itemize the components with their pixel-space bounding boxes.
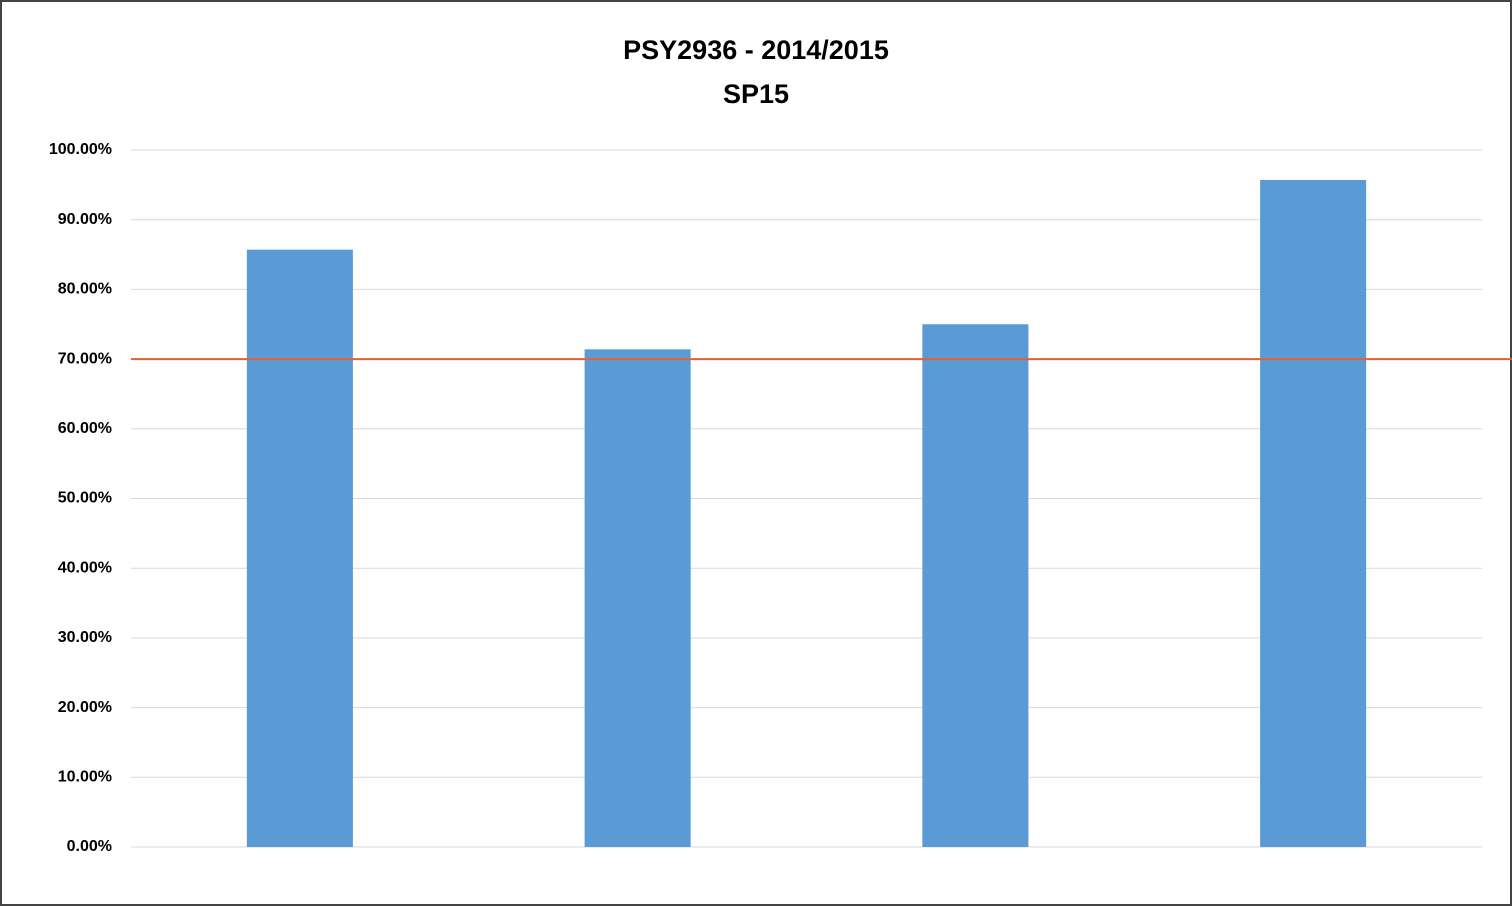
y-tick-label: 30.00% bbox=[58, 629, 112, 646]
bar bbox=[584, 349, 691, 847]
y-tick-label: 90.00% bbox=[58, 211, 112, 228]
y-tick-label: 100.00% bbox=[49, 141, 112, 158]
y-tick-label: 70.00% bbox=[58, 350, 112, 367]
chart-subtitle: SP15 bbox=[723, 79, 789, 109]
y-tick-label: 10.00% bbox=[58, 769, 112, 786]
y-tick-label: 80.00% bbox=[58, 281, 112, 298]
y-tick-label: 20.00% bbox=[58, 699, 112, 716]
bar bbox=[246, 249, 353, 847]
y-tick-label: 60.00% bbox=[58, 420, 112, 437]
bar bbox=[1260, 179, 1367, 847]
y-tick-label: 50.00% bbox=[58, 490, 112, 507]
bar bbox=[922, 324, 1029, 847]
chart-title: PSY2936 - 2014/2015 bbox=[623, 35, 889, 65]
y-tick-label: 0.00% bbox=[67, 838, 112, 855]
y-tick-label: 40.00% bbox=[58, 559, 112, 576]
